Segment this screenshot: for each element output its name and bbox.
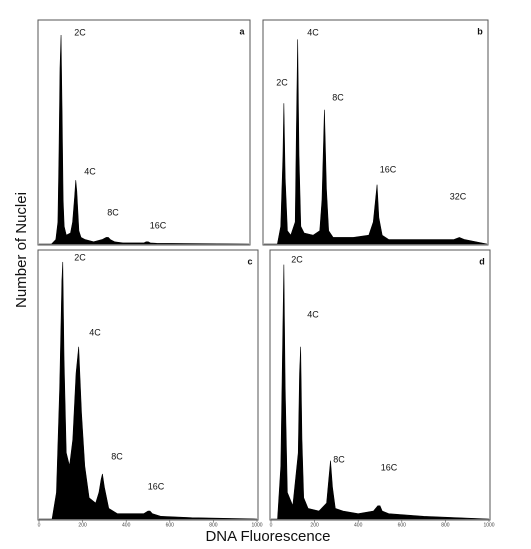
histogram-area [264,39,488,245]
peak-label: 2C [74,252,86,262]
peak-label: 4C [307,27,319,37]
histogram-area [39,261,258,520]
x-axis-label: DNA Fluorescence [205,528,330,545]
x-tick-label: 200 [310,522,319,528]
peak-label: 2C [276,77,288,87]
peak-label: 32C [450,191,467,201]
peak-label: 8C [107,207,119,217]
peak-label: 2C [74,27,86,37]
peak-label: 16C [150,220,167,230]
x-tick-label: 800 [441,522,450,528]
panel-label: c [247,256,252,266]
panel-frame [37,249,259,521]
x-tick-label: 200 [78,522,87,528]
panel-label: a [239,26,245,36]
histogram-area [271,264,490,520]
panel-frame [262,19,489,246]
x-tick-label: 0 [38,522,41,528]
peak-label: 4C [84,166,96,176]
peak-label: 16C [148,481,165,491]
peak-label: 16C [381,462,398,472]
peak-label: 16C [380,164,397,174]
panel-frame [37,19,251,246]
x-tick-label: 0 [270,522,273,528]
peak-label: 2C [291,254,303,264]
x-tick-label: 600 [166,522,175,528]
x-tick-label: 400 [122,522,131,528]
peak-label: 8C [111,451,123,461]
peak-label: 8C [332,92,344,102]
peak-label: 4C [307,309,319,319]
y-axis-label: Number of Nuclei [13,192,30,308]
panel-label: b [477,26,483,36]
panel-frame [269,249,491,521]
x-tick-label: 800 [209,522,218,528]
x-tick-label: 1000 [483,522,494,528]
x-tick-label: 400 [354,522,363,528]
x-tick-label: 600 [398,522,407,528]
histogram-area [39,34,250,245]
panel-label: d [479,256,485,266]
peak-label: 4C [89,327,101,337]
x-tick-label: 1000 [251,522,262,528]
peak-label: 8C [333,454,345,464]
